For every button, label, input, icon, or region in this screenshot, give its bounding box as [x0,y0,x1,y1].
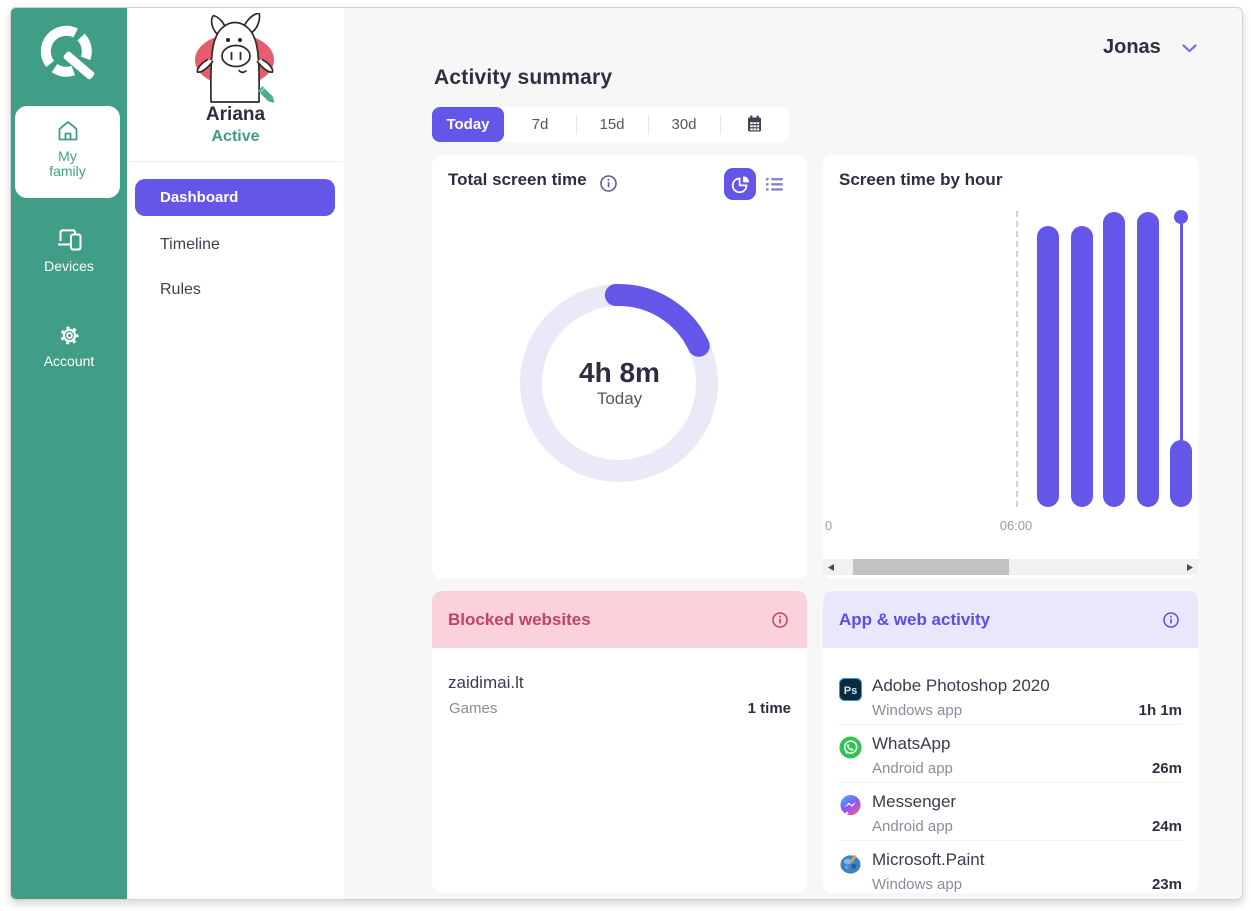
svg-text:Ps: Ps [844,685,857,697]
